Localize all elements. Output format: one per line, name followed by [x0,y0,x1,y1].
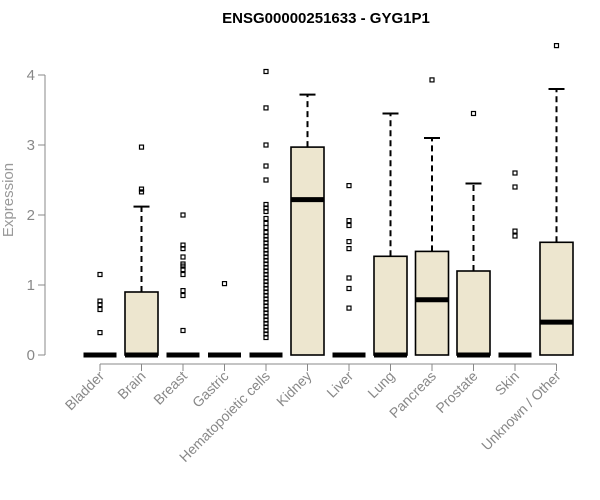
outlier-point [512,170,518,176]
outlier-point [512,228,518,234]
outlier-point [138,186,145,192]
box-skin [498,170,532,358]
outlier-point [180,246,186,252]
outlier-point [346,285,352,292]
outlier-point [180,212,186,218]
outlier-point [263,142,269,148]
x-tick-label: Liver [323,368,356,401]
box-rect [414,250,450,356]
outlier-point [263,215,269,222]
outlier-point [138,189,145,195]
outlier-point [346,239,352,245]
outlier-point [512,184,518,190]
x-tick-label: Kidney [273,368,315,410]
chart-title: ENSG00000251633 - GYG1P1 [222,10,430,27]
outlier-point [180,288,186,294]
outlier-point [180,267,186,273]
box-prostate [456,110,491,358]
box-breast [166,212,200,358]
y-tick-label: 1 [27,277,35,294]
box-rect [373,255,408,356]
x-tick-label: Prostate [432,368,480,416]
y-axis: 0 1 2 3 4 [27,67,46,364]
y-tick-label: 3 [27,137,35,154]
x-tick-label: Lung [364,368,397,401]
box-rect [539,241,574,356]
outlier-point [263,334,269,341]
box-kidney [290,93,325,356]
outlier-point [346,183,352,189]
box-hematopoietic-cells [249,68,283,358]
box-rect [290,146,325,356]
box-gastric [208,281,241,358]
outlier-point [97,271,103,278]
outlier-point [97,302,103,308]
outlier-point [346,275,352,281]
outlier-point [180,271,186,278]
x-tick-label: Breast [150,368,190,408]
outlier-point [180,254,186,260]
x-tick-label: Unknown / Other [478,368,564,454]
y-tick-label: 4 [27,67,35,84]
box-lung [373,112,408,358]
box-liver [332,183,366,358]
outlier-point [263,208,269,215]
outlier-point [346,222,352,229]
box-brain [124,144,159,358]
outlier-point [346,246,352,252]
y-tick-label: 2 [27,207,35,224]
outlier-point [263,225,269,231]
outlier-point [97,330,103,336]
outlier-point [263,220,269,226]
box-rect [124,291,159,356]
outlier-point [429,77,435,83]
outlier-point [97,306,103,313]
outlier-point [263,68,269,75]
x-tick-label: Bladder [62,368,108,414]
outlier-point [346,305,352,311]
box-pancreas [414,77,450,356]
outlier-point [470,110,477,117]
outlier-point [221,281,228,287]
outlier-point [553,42,560,49]
outlier-point [138,144,145,150]
outlier-point [512,233,518,239]
outlier-point [346,218,352,224]
outlier-point [180,292,186,299]
outlier-point [263,105,269,111]
box-unknown-other [539,42,574,356]
box-rect [456,270,491,356]
y-axis-label: Expression [0,163,17,237]
y-tick-label: 0 [27,347,35,364]
outlier-point [263,177,269,183]
plot-area [83,42,574,358]
box-bladder [83,271,117,358]
x-tick-label: Brain [114,368,148,402]
outlier-point [263,163,269,169]
x-tick-label: Skin [492,368,523,399]
outlier-point [180,327,186,334]
